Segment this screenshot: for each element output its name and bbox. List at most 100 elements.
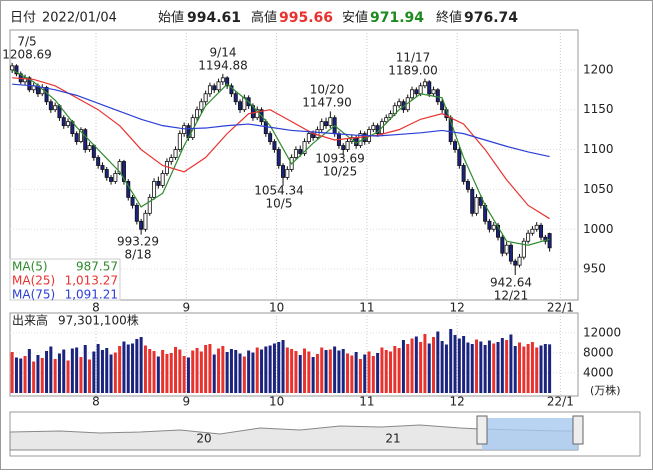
candle-body [440,101,445,111]
volume-bar [358,359,362,393]
volume-bar [272,343,276,393]
volume-bar [371,356,375,393]
volume-bar [423,334,427,393]
candle-body [177,133,182,150]
candle-body [526,232,531,242]
volume-bar [174,347,178,393]
candle-body [220,77,225,83]
volume-bar [505,340,509,393]
candle-body [345,141,350,150]
volume-bar [242,356,246,393]
candle-body [87,145,92,150]
annotation: 10/25 [323,165,358,179]
volume-bar [470,344,474,393]
volume-bar [315,354,319,393]
volume-bar [139,337,143,393]
y-tick-label: 950 [583,262,606,276]
volume-bar [341,349,345,393]
volume-bar [543,344,547,393]
navigator-window[interactable] [482,418,578,450]
volume-bar [509,334,513,393]
volume-subtitle: 97,301,100株 [58,313,139,328]
volume-bar [419,342,423,393]
volume-bar [19,358,23,393]
volume-bar [66,360,70,393]
candle-body [48,101,53,111]
volume-bar [208,344,212,393]
volume-bar [178,349,182,393]
candle-body [422,81,427,87]
volume-bar [518,342,522,393]
volume-bar [79,357,83,393]
x-tick-label: 12 [450,301,465,315]
volume-bar [380,347,384,393]
volume-bar [32,361,36,393]
volume-bar [303,348,307,393]
candle-body [328,117,333,127]
x-tick-label: 8 [92,395,100,409]
annotation: 10/20 [310,83,345,97]
candle-body [453,141,458,150]
candle-body [104,169,109,178]
price-plot [9,29,579,301]
candle-body [195,109,200,119]
volume-bar [406,344,410,393]
volume-bar [346,353,350,393]
volume-bar [401,340,405,393]
y-tick-label: 12000 [583,326,621,340]
candle-body [263,121,268,135]
volume-bar [96,344,100,393]
volume-title: 出来高 [12,313,48,328]
annotation: 11/17 [396,51,431,65]
volume-bar [88,359,92,393]
candle-body [384,117,389,123]
volume-bar [457,338,461,393]
volume-bar [298,355,302,393]
candle-body [513,260,518,266]
candle-body [134,204,139,222]
volume-bar [27,349,31,393]
candle-body [44,86,49,103]
volume-bar [307,351,311,393]
volume-bar [100,350,104,393]
volume-bar [389,351,393,393]
volume-bar [186,357,190,393]
navigator-handle-left[interactable] [476,415,488,445]
candle-body [543,236,548,242]
candle-body [14,65,19,75]
volume-bar [225,352,229,393]
volume-bar [320,347,324,393]
y-tick-label: 4000 [583,366,614,380]
candle-body [152,181,157,198]
volume-bar [440,341,444,393]
volume-bar [204,345,208,393]
volume-bar [367,351,371,393]
y-tick-label: 1100 [583,142,614,156]
volume-bar [337,350,341,393]
volume-bar [234,350,238,393]
volume-bar [247,350,251,393]
volume-bar [526,344,530,393]
ma-line [12,83,550,158]
candle-body [207,85,212,95]
candle-body [100,165,105,170]
volume-bar [92,351,96,393]
candle-body [147,196,152,214]
navigator-handle-right[interactable] [572,415,584,445]
volume-bar [487,340,491,393]
x-tick-label: 10 [269,301,284,315]
annotation: 12/21 [494,289,529,303]
candle-body [500,236,505,254]
candle-body [465,181,470,190]
volume-bar [169,353,173,393]
candle-body [160,173,165,186]
volume-bar [492,343,496,393]
candle-body [53,105,58,111]
candle-body [547,233,552,249]
volume-bar [70,348,74,393]
ma-line [11,69,550,246]
candle-body [427,81,432,95]
navigator-label: 20 [196,432,211,446]
candle-body [457,149,462,166]
annotation: 1093.69 [315,152,365,166]
